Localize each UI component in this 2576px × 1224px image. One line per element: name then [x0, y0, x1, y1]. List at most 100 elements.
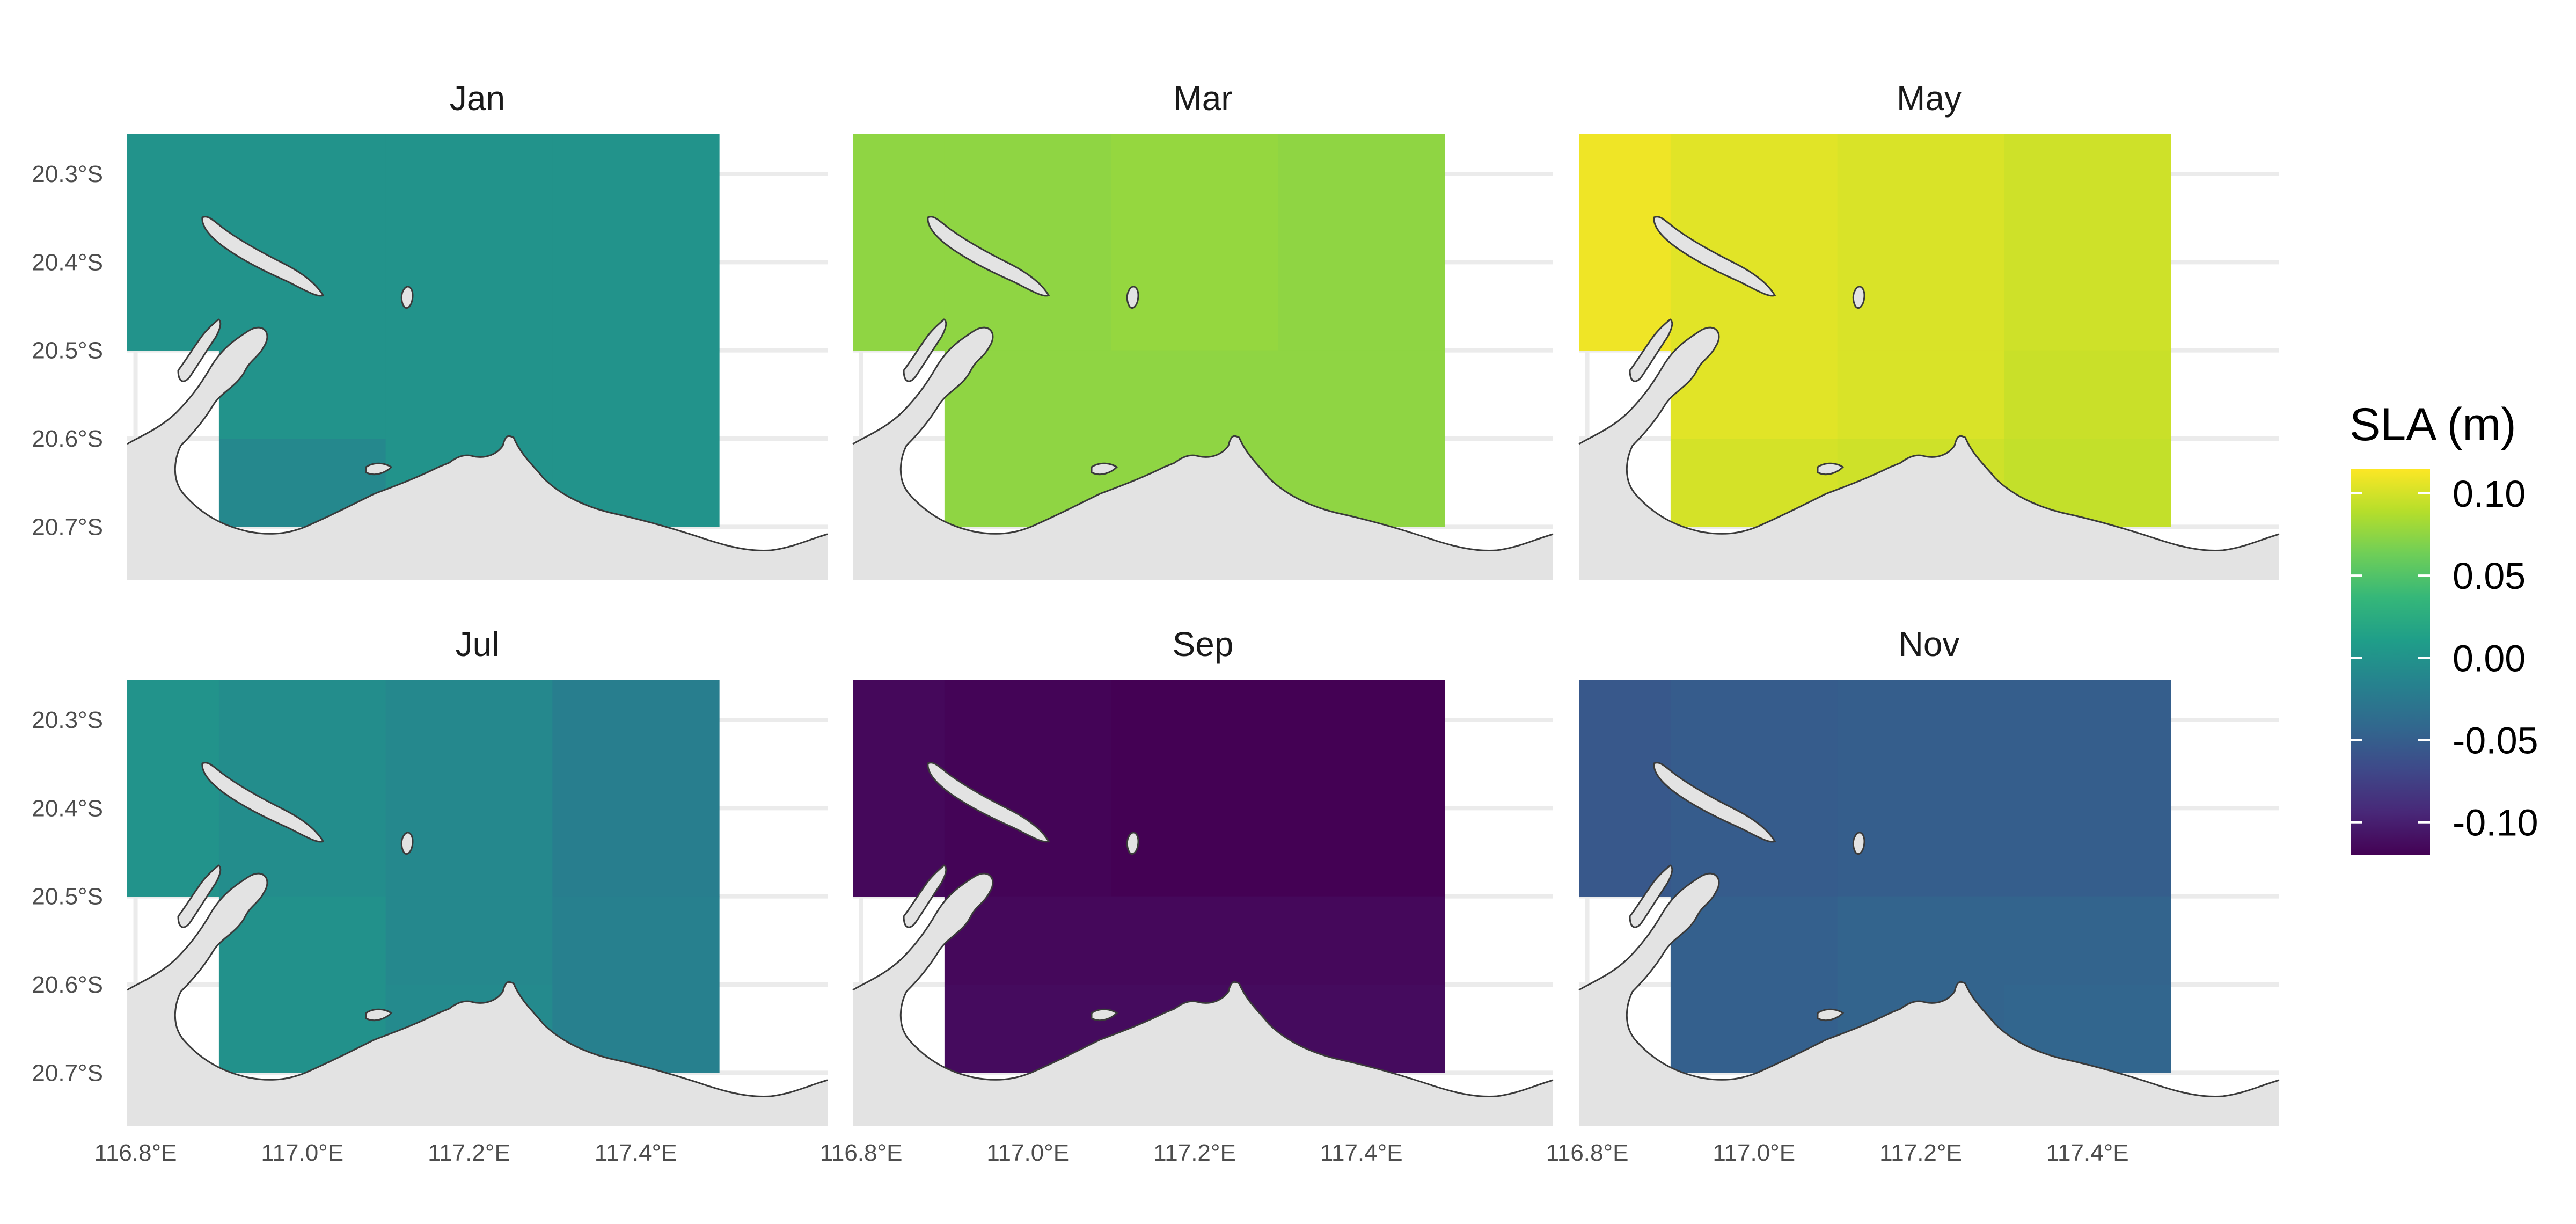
- island-1: [1629, 318, 1673, 382]
- sla-raster-cell: [385, 896, 553, 985]
- coastline: [852, 872, 1554, 1097]
- sla-raster-cell: [385, 680, 553, 897]
- sla-raster-cell: [1837, 134, 2004, 351]
- island-2: [201, 762, 325, 843]
- facet-panel-jan: Jan 20.3°S 20.4°S 20.5°S 20.6°S 20.7°S: [32, 79, 828, 580]
- sla-raster-cell: [1837, 896, 2004, 985]
- island-4: [365, 1008, 393, 1022]
- sla-raster-cell: [944, 134, 1112, 351]
- island-1: [177, 864, 222, 928]
- coastline: [852, 326, 1554, 551]
- y-tick-label: 20.5°S: [32, 338, 103, 364]
- sla-raster-cell: [385, 134, 553, 351]
- y-tick-label: 20.3°S: [32, 161, 103, 187]
- island-3: [1126, 832, 1139, 855]
- y-tick-label: 20.3°S: [32, 707, 103, 733]
- sla-raster-cell: [552, 896, 720, 985]
- facet-panel-sep: Sep 116.8°E 117.0°E 117.2°E 117.4°E: [820, 625, 1554, 1166]
- sla-colorbar-legend: SLA (m) 0.10 0.05 0.00 -0.05 -0.10: [2350, 399, 2538, 855]
- x-tick-label: 117.4°E: [595, 1140, 677, 1166]
- island-4: [1091, 462, 1118, 476]
- island-2: [927, 762, 1050, 843]
- island-2: [927, 216, 1050, 297]
- sla-raster-cell: [218, 680, 386, 897]
- facet-title: Sep: [1173, 625, 1234, 664]
- island-2: [1653, 216, 1776, 297]
- facet-panel-jul: Jul 20.3°S 20.4°S 20.5°S 20.6°S 20.7°S 116.8°E…: [32, 625, 828, 1166]
- y-tick-label: 20.5°S: [32, 884, 103, 910]
- mainland-land: [853, 873, 1553, 1126]
- island-1: [1629, 864, 1673, 928]
- x-tick-label: 117.2°E: [1153, 1140, 1236, 1166]
- sla-raster-cell: [552, 134, 720, 351]
- y-tick-label: 20.4°S: [32, 249, 103, 275]
- sla-raster-cell: [1111, 134, 1278, 351]
- colorbar-tick-label: 0.05: [2453, 555, 2526, 597]
- island-3: [1852, 832, 1865, 855]
- sla-raster-cell: [552, 350, 720, 439]
- mainland-land: [127, 873, 828, 1126]
- colorbar-tick-label: -0.10: [2453, 802, 2538, 844]
- colorbar-tick-label: 0.10: [2453, 473, 2526, 515]
- sla-raster-cell: [1278, 350, 1445, 439]
- colorbar-ticks: 0.10 0.05 0.00 -0.05 -0.10: [2351, 473, 2538, 844]
- sla-raster-cell: [2004, 896, 2171, 985]
- x-tick-label: 116.8°E: [94, 1140, 177, 1166]
- y-tick-label: 20.4°S: [32, 795, 103, 821]
- sla-raster-cell: [385, 350, 553, 439]
- sla-raster-cell: [1111, 680, 1278, 897]
- sla-raster-cell: [127, 134, 219, 351]
- x-tick-label: 117.2°E: [428, 1140, 510, 1166]
- coastline: [1578, 872, 2280, 1097]
- island-4: [1091, 1008, 1118, 1022]
- island-1: [903, 864, 947, 928]
- sla-raster-cell: [1670, 134, 1838, 351]
- island-2: [201, 216, 325, 297]
- sla-raster-cell: [1111, 896, 1278, 985]
- sla-raster-cell: [1837, 680, 2004, 897]
- colorbar-tick-label: -0.05: [2453, 720, 2538, 762]
- facet-title: Jul: [456, 625, 500, 664]
- coastline: [127, 872, 828, 1097]
- island-3: [1852, 286, 1865, 309]
- facet-title: Nov: [1899, 625, 1960, 664]
- sla-raster-cell: [1111, 350, 1278, 439]
- facet-panel-nov: Nov 116.8°E 117.0°E 117.2°E 117.4°E: [1546, 625, 2280, 1166]
- y-tick-label: 20.7°S: [32, 514, 103, 540]
- facet-title: Mar: [1173, 79, 1232, 118]
- facet-title: Jan: [450, 79, 505, 118]
- facet-panel-mar: Mar: [852, 79, 1554, 580]
- island-3: [400, 286, 414, 309]
- legend-title: SLA (m): [2350, 399, 2516, 450]
- x-tick-label: 117.4°E: [1320, 1140, 1403, 1166]
- mainland-land: [1579, 873, 2279, 1126]
- sla-raster-cell: [853, 134, 945, 351]
- island-1: [903, 318, 947, 382]
- sla-raster-cell: [1278, 896, 1445, 985]
- island-2: [1653, 762, 1776, 843]
- sla-raster-cell: [1837, 350, 2004, 439]
- island-3: [1126, 286, 1139, 309]
- x-tick-label: 117.0°E: [261, 1140, 343, 1166]
- x-tick-label: 117.0°E: [986, 1140, 1069, 1166]
- island-4: [1817, 462, 1845, 476]
- sla-raster-cell: [1670, 680, 1838, 897]
- x-tick-label: 116.8°E: [1546, 1140, 1629, 1166]
- x-tick-label: 117.0°E: [1713, 1140, 1795, 1166]
- colorbar-tick-label: 0.00: [2453, 637, 2526, 679]
- x-tick-label: 116.8°E: [820, 1140, 903, 1166]
- y-tick-label: 20.6°S: [32, 426, 103, 452]
- y-tick-label: 20.7°S: [32, 1060, 103, 1086]
- sla-raster-cell: [2004, 134, 2171, 351]
- island-4: [365, 462, 393, 476]
- mainland-land: [1579, 327, 2279, 580]
- island-3: [400, 832, 414, 855]
- mainland-land: [853, 327, 1553, 580]
- facet-panel-may: May: [1578, 79, 2280, 580]
- x-tick-label: 117.2°E: [1879, 1140, 1962, 1166]
- sla-raster-cell: [2004, 680, 2171, 897]
- coastline: [1578, 326, 2280, 551]
- facet-title: May: [1897, 79, 1962, 118]
- mainland-land: [127, 327, 828, 580]
